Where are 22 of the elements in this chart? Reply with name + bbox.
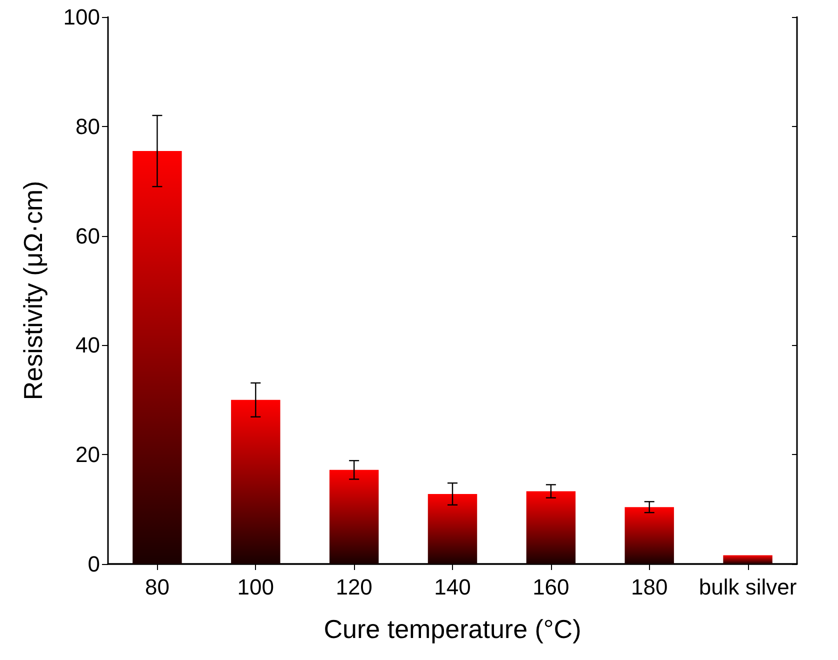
x-tick-label: 100 [237, 574, 274, 600]
bar [132, 151, 182, 564]
x-tick-label: 120 [336, 574, 372, 600]
y-tick-label: 40 [76, 332, 100, 358]
x-tick-label: 180 [631, 574, 668, 600]
y-axis-title: Resistivity (μΩ·cm) [18, 180, 48, 400]
x-tick-label: 160 [532, 574, 570, 600]
bar [329, 470, 379, 564]
bar [231, 400, 280, 564]
x-axis-title: Cure temperature (°C) [324, 614, 582, 644]
y-tick-label: 100 [63, 4, 100, 30]
x-tick-label: bulk silver [698, 574, 797, 600]
y-tick-label: 20 [76, 442, 100, 468]
y-tick-label: 0 [88, 552, 100, 576]
x-tick-label: 140 [434, 574, 471, 600]
x-tick-label: 80 [144, 574, 170, 600]
y-tick-label: 60 [76, 223, 100, 248]
bar [723, 555, 772, 564]
bar [624, 507, 674, 564]
bar [428, 494, 478, 564]
bar [526, 491, 576, 564]
y-tick-label: 80 [76, 114, 100, 139]
